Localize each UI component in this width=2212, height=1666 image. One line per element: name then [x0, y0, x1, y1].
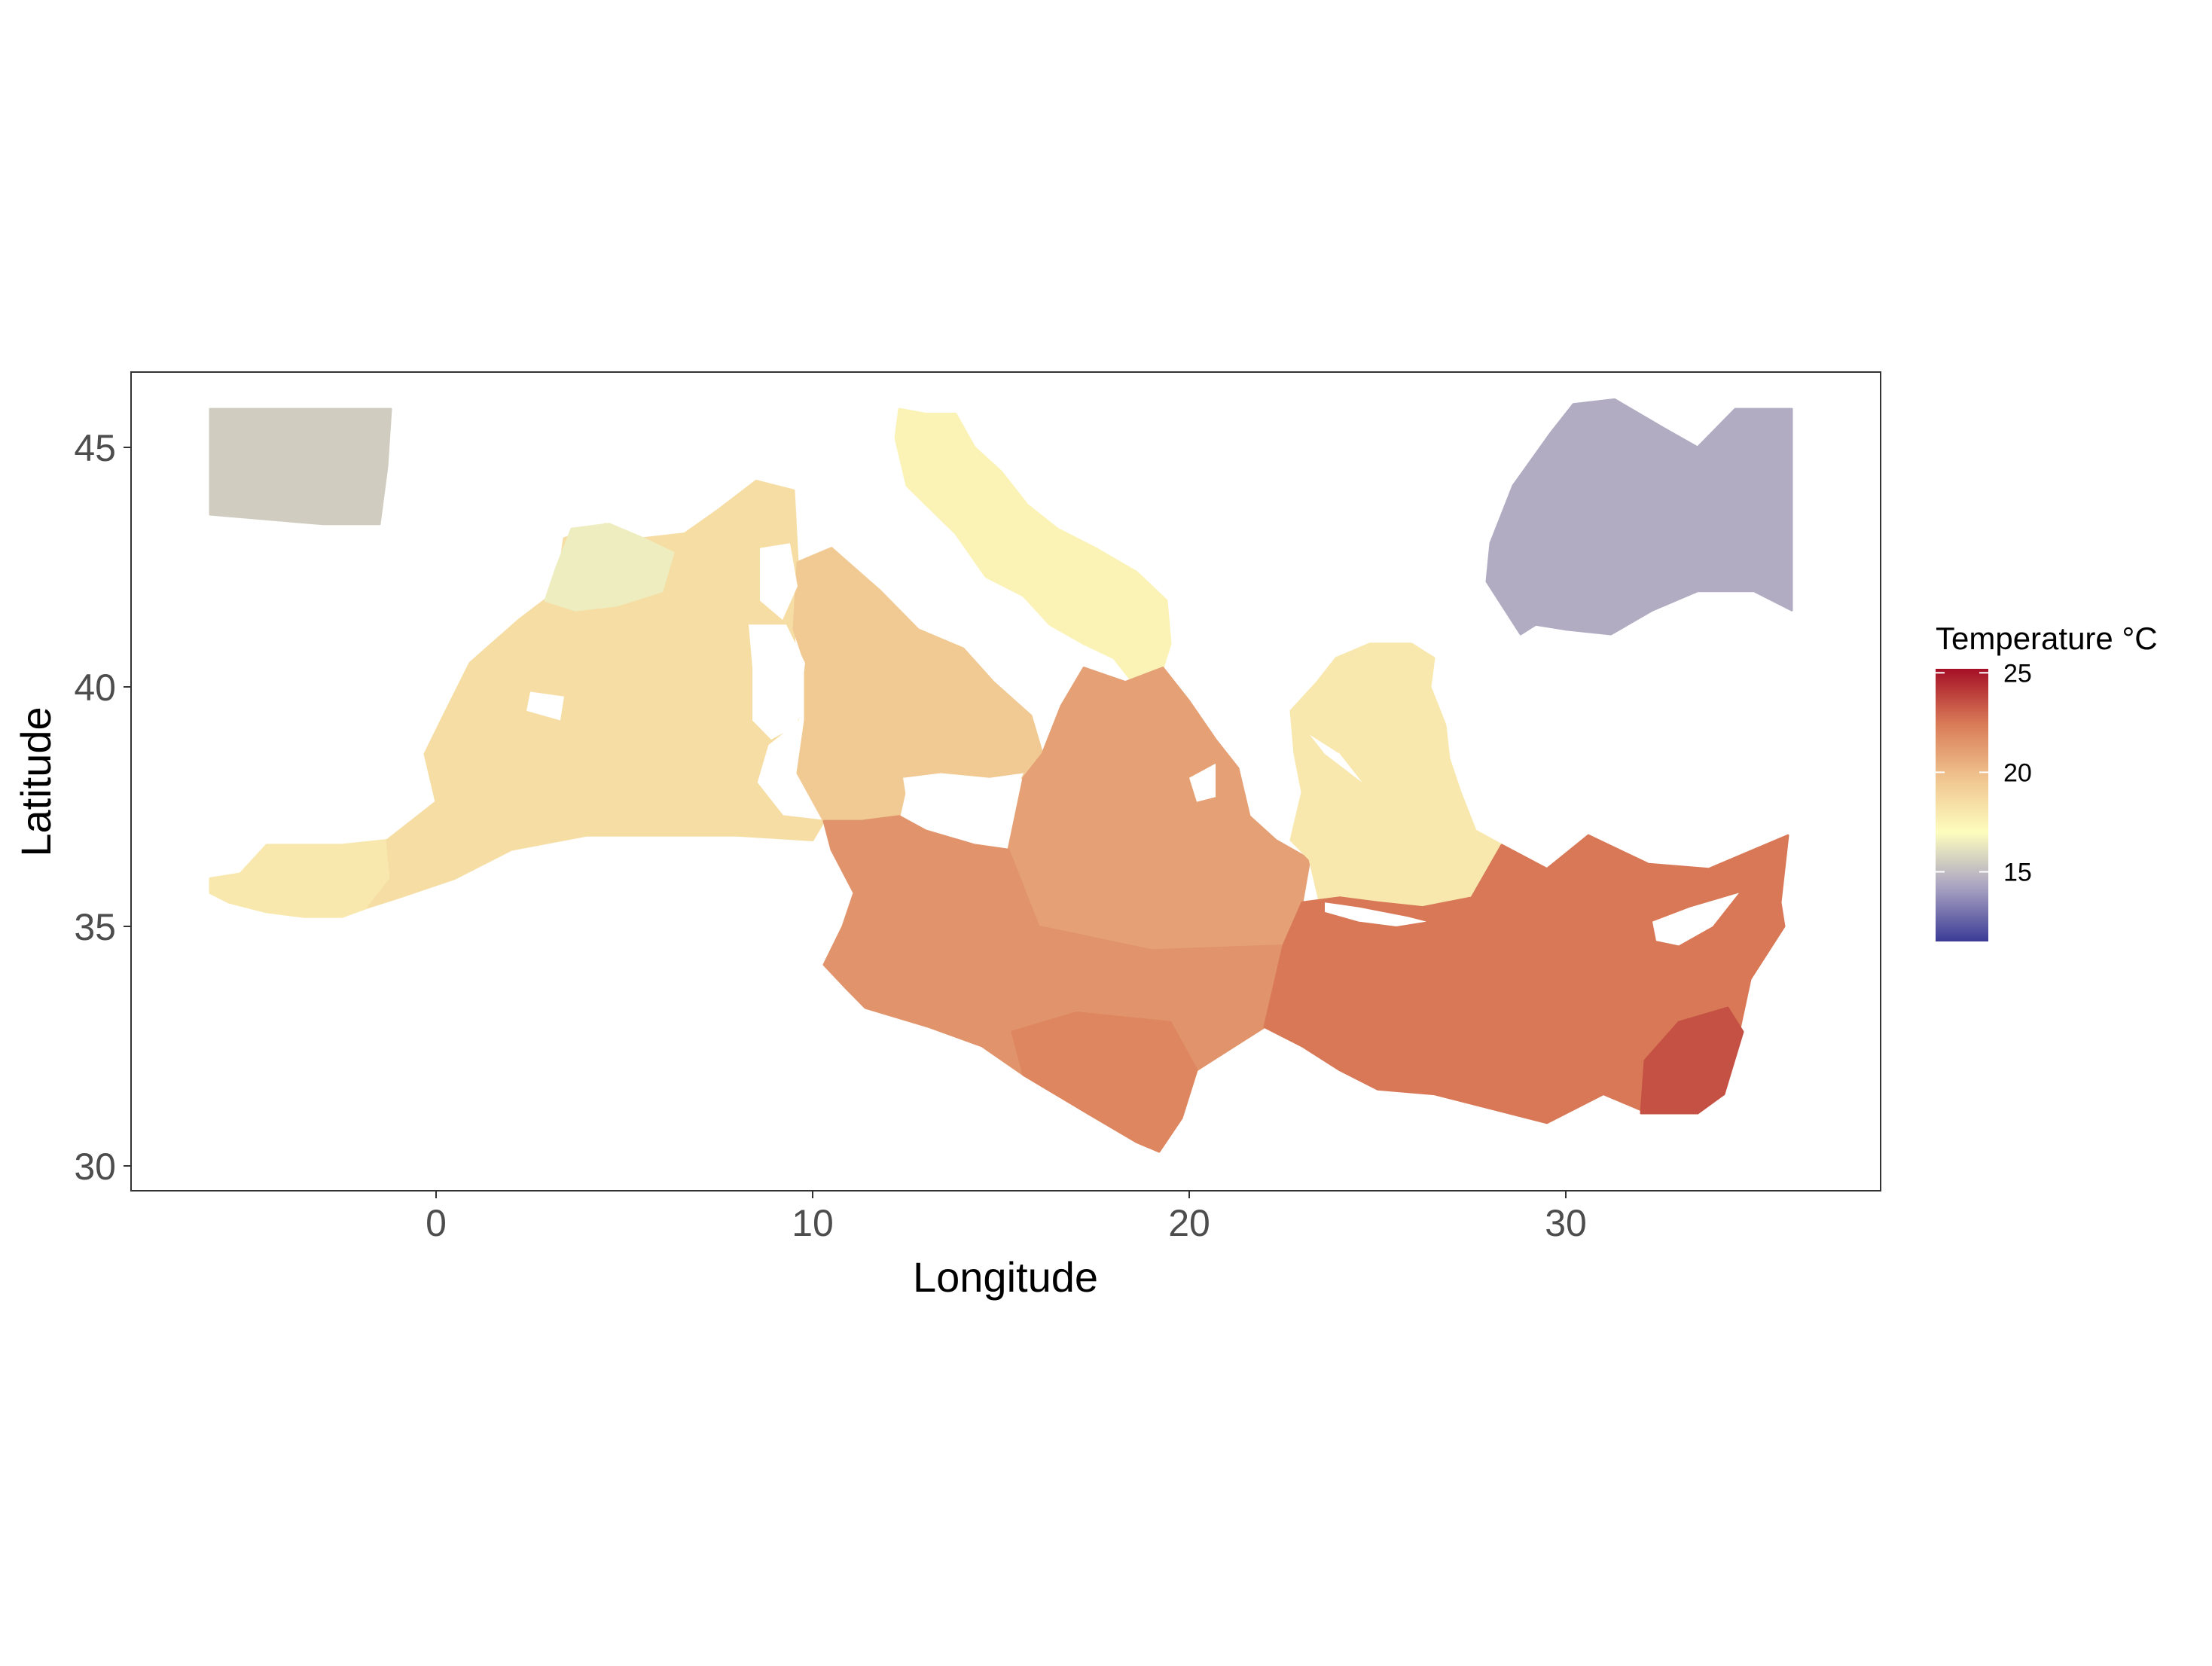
sea-region-bay-of-biscay [209, 407, 392, 526]
island-5 [1325, 902, 1426, 926]
y-tick-label: 30 [74, 1146, 116, 1188]
island-4 [526, 691, 564, 721]
sea-region-gulf-of-lion [544, 523, 675, 612]
legend-ticks: 15 20 25 [1936, 659, 2032, 887]
island-3 [903, 773, 1024, 845]
island-7 [1189, 763, 1216, 802]
y-tick-labels: 30 35 40 45 [74, 427, 116, 1188]
island-6 [1652, 892, 1739, 946]
y-tick-label: 45 [74, 427, 116, 469]
sea-temperature-heatmap [209, 398, 1793, 1153]
x-tick-label: 0 [426, 1202, 447, 1244]
sea-region-adriatic-sea [894, 407, 1172, 684]
legend-tick-label: 15 [2003, 859, 2032, 887]
y-tick-label: 35 [74, 906, 116, 948]
legend-tick-label: 20 [2003, 758, 2032, 787]
x-tick-label: 10 [792, 1202, 834, 1244]
island-8 [1310, 734, 1362, 783]
legend: Temperature °C 15 20 25 [1936, 621, 2158, 941]
x-tick-labels: 0 10 20 30 [426, 1202, 1587, 1244]
legend-title: Temperature °C [1936, 621, 2158, 656]
sea-region-southeastern-levantine [1640, 1006, 1744, 1115]
x-axis-title: Longitude [913, 1253, 1098, 1301]
legend-colorbar [1936, 669, 1988, 941]
y-tick-label: 40 [74, 667, 116, 709]
y-axis-title: Latitude [12, 706, 59, 856]
axis-ticks [124, 447, 1567, 1198]
island-2 [760, 543, 798, 620]
legend-tick-label: 25 [2003, 659, 2032, 688]
islands [526, 543, 1739, 946]
sea-region-gulf-of-sidra [1011, 1012, 1198, 1153]
x-tick-label: 20 [1168, 1202, 1210, 1244]
island-1 [749, 624, 805, 740]
x-tick-label: 30 [1545, 1202, 1587, 1244]
sea-region-black-sea [1485, 398, 1793, 636]
